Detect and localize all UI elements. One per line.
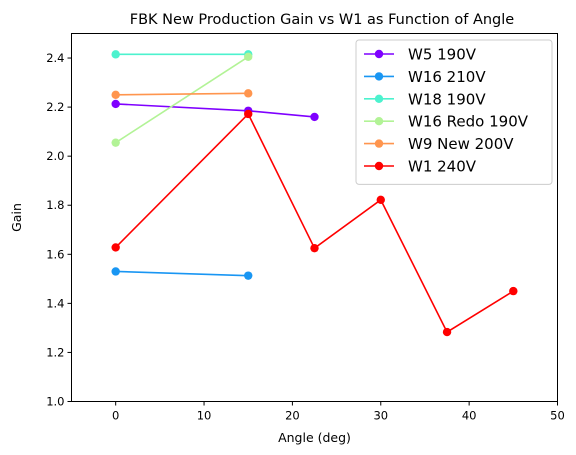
legend-label-w16-210v: W16 210V — [408, 68, 486, 86]
legend-marker-w1-240v — [374, 161, 384, 171]
series-line-w16-redo-190v — [115, 56, 249, 144]
x-tick-label: 40 — [462, 409, 477, 423]
axes-frame — [71, 33, 558, 402]
legend-label-w9-new-200v: W9 New 200V — [408, 135, 514, 153]
data-point-w16-redo-190v — [111, 138, 120, 147]
legend-label-w1-240v: W1 240V — [408, 158, 477, 176]
legend-box — [355, 39, 553, 185]
x-tick-label: 10 — [197, 409, 212, 423]
chart-title: FBK New Production Gain vs W1 as Functio… — [130, 12, 515, 28]
data-point-w5-190v — [111, 99, 120, 109]
data-point-w1-240v — [442, 327, 452, 337]
x-axis-label: Angle (deg) — [278, 430, 351, 445]
data-point-w1-240v — [376, 195, 385, 205]
legend-marker-w9-new-200v — [374, 139, 384, 148]
x-tick-label: 20 — [285, 409, 300, 423]
legend: W5 190V W16 210V W18 190V W16 Redo 190V W9 N… — [355, 39, 553, 185]
x-tick-label: 0 — [112, 409, 119, 423]
legend-label-w16-redo-190v: W16 Redo 190V — [408, 113, 529, 131]
data-point-w16-210v — [111, 267, 120, 276]
y-tick-label: 2.0 — [46, 149, 64, 163]
data-point-w16-redo-190v — [244, 52, 253, 62]
y-tick-label: 1.8 — [46, 198, 64, 212]
data-point-w1-240v — [509, 286, 518, 296]
x-tick-label: 50 — [550, 409, 565, 423]
y-tick-label: 2.4 — [46, 51, 64, 65]
y-tick-label: 2.2 — [46, 100, 64, 114]
data-point-w1-240v — [244, 109, 253, 119]
data-point-w16-210v — [244, 271, 253, 280]
legend-label-w5-190v: W5 190V — [408, 46, 477, 64]
series-line-w9-new-200v — [115, 92, 249, 96]
x-tick-label: 30 — [373, 409, 388, 423]
y-tick-label: 1.2 — [46, 345, 64, 359]
series-line-w1-240v — [115, 112, 514, 334]
y-tick-label: 1.6 — [46, 247, 64, 261]
legend-marker-w16-210v — [374, 72, 384, 81]
data-point-w9-new-200v — [111, 90, 120, 100]
series-line-w16-210v — [115, 270, 249, 277]
legend-marker-w18-190v — [374, 94, 384, 104]
y-axis-label: Gain — [9, 203, 24, 232]
data-point-w5-190v — [310, 112, 319, 122]
data-point-w1-240v — [111, 243, 120, 252]
legend-marker-w16-redo-190v — [374, 117, 384, 126]
legend-marker-w5-190v — [374, 49, 384, 59]
plot-area — [111, 50, 518, 337]
y-tick-label: 1.4 — [46, 296, 64, 310]
data-point-w9-new-200v — [244, 89, 253, 98]
data-point-w18-190v — [111, 50, 120, 59]
data-point-w1-240v — [310, 243, 319, 253]
axis-ticks: 0 10 20 30 40 50 1.0 1.2 1.4 1.6 1.8 2.0 2.2 2.4 — [46, 51, 565, 422]
legend-label-w18-190v: W18 190V — [408, 90, 486, 108]
y-tick-label: 1.0 — [46, 395, 64, 409]
